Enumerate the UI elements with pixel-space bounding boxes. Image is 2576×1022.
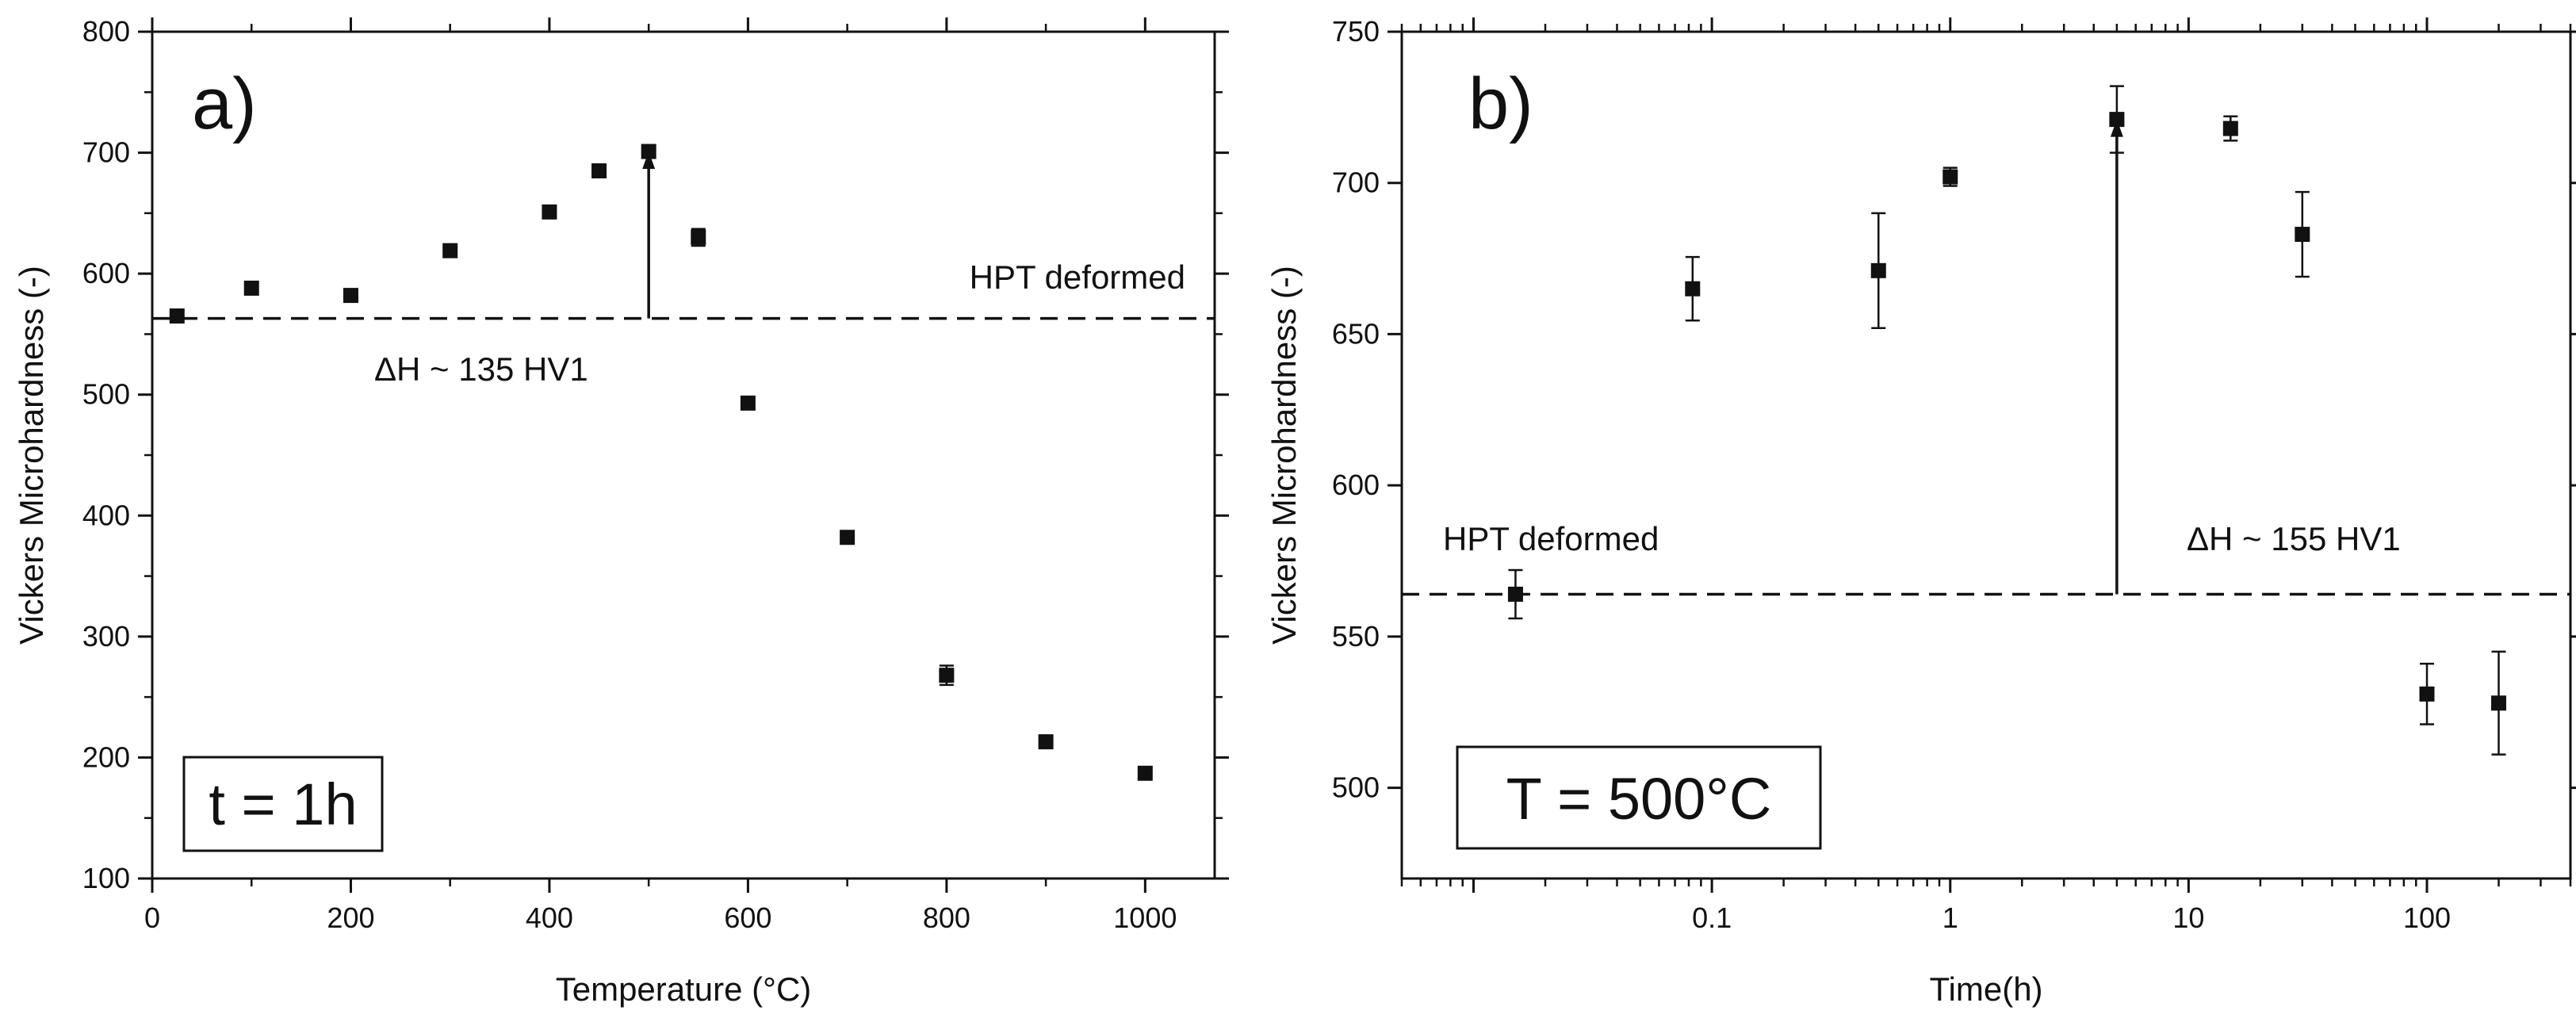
panel-a-y-tick-label: 800 bbox=[82, 15, 130, 48]
panel-a-x-tick-label: 800 bbox=[923, 901, 970, 934]
panel-b-chart: 0.1 1 10 100 500 550 600 650 700 750 b) HPT defor… bbox=[1265, 15, 2576, 1008]
panel-a-condition-label: t = 1h bbox=[209, 771, 357, 837]
panel-a-x-tick-label: 1000 bbox=[1113, 901, 1177, 934]
panel-a-reference-label: HPT deformed bbox=[970, 258, 1185, 296]
panel-b-data-point bbox=[1685, 281, 1701, 297]
panel-a-y-tick-label: 600 bbox=[82, 257, 130, 289]
panel-a-y-tick-label: 400 bbox=[82, 499, 130, 531]
panel-b-y-tick-label: 700 bbox=[1332, 167, 1380, 199]
panel-a-x-tick-label: 200 bbox=[327, 901, 374, 934]
panel-b-delta-label: ΔH ~ 155 HV1 bbox=[2187, 520, 2401, 557]
panel-b-condition-box bbox=[1456, 745, 1822, 850]
panel-a-y-tick-label: 100 bbox=[82, 862, 130, 894]
panel-a-x-tick-label: 600 bbox=[724, 901, 771, 934]
panel-b-data-point bbox=[2295, 227, 2310, 243]
panel-b-reference-label: HPT deformed bbox=[1443, 520, 1659, 557]
panel-a-y-tick-label: 500 bbox=[82, 378, 130, 411]
panel-a-plot-frame bbox=[151, 30, 1216, 880]
panel-b-y-tick-label: 550 bbox=[1332, 620, 1380, 653]
panel-b-x-tick-label: 0.1 bbox=[1692, 901, 1732, 934]
panel-a-data-point bbox=[1038, 734, 1054, 750]
panel-b-y-tick-label: 600 bbox=[1332, 469, 1380, 501]
panel-a-x-axis-title: Temperature (°C) bbox=[556, 970, 812, 1008]
panel-b-data-point bbox=[2419, 686, 2435, 702]
panel-a-data-point bbox=[641, 144, 656, 159]
panel-b-data-point bbox=[2222, 121, 2238, 136]
panel-b-condition-label: T = 500°C bbox=[1506, 766, 1772, 832]
panel-b-y-tick-label: 500 bbox=[1332, 771, 1380, 804]
panel-a-data-point bbox=[1137, 765, 1153, 781]
panel-b-y-tick-label: 750 bbox=[1332, 15, 1380, 48]
panel-a-chart: 0 200 400 600 800 1000 100 200 300 400 500 600 700 80… bbox=[13, 15, 1229, 1008]
panel-a-condition-box bbox=[182, 756, 384, 852]
panel-a-data-point bbox=[343, 288, 358, 304]
panel-b-data-point bbox=[1943, 169, 1958, 185]
panel-a-data-point bbox=[939, 668, 955, 683]
panel-b-y-axis-title: Vickers Microhardness (-) bbox=[1265, 266, 1303, 645]
panel-b-y-tick-label: 650 bbox=[1332, 317, 1380, 350]
panel-a-data-point bbox=[243, 280, 259, 296]
panel-b-x-tick-label: 10 bbox=[2172, 901, 2204, 934]
panel-a-label: a) bbox=[192, 63, 257, 144]
panel-a-data-point bbox=[542, 204, 557, 220]
panel-b-data-point bbox=[2109, 112, 2125, 128]
panel-b-data-point bbox=[2491, 695, 2507, 711]
panel-a-y-tick-label: 300 bbox=[82, 620, 130, 653]
panel-a-y-tick-label: 200 bbox=[82, 741, 130, 773]
panel-a-delta-arrowhead bbox=[642, 151, 656, 170]
panel-a-y-axis-title: Vickers Microhardness (-) bbox=[13, 266, 50, 645]
panel-b-plot-frame bbox=[1400, 30, 2572, 880]
panel-b-x-tick-label: 100 bbox=[2403, 901, 2451, 934]
panel-a-data-point bbox=[169, 308, 185, 324]
panel-b-x-tick-label: 1 bbox=[1943, 901, 1958, 934]
panel-a-data-point bbox=[740, 395, 756, 411]
panel-a-data-point bbox=[442, 243, 458, 258]
panel-a-data-point bbox=[591, 163, 607, 178]
panel-a-delta-label: ΔH ~ 135 HV1 bbox=[374, 350, 588, 388]
panel-a-x-tick-label: 400 bbox=[526, 901, 573, 934]
panel-a-y-tick-label: 700 bbox=[82, 136, 130, 169]
panel-b-data-point bbox=[1870, 262, 1886, 278]
panel-a-x-tick-label: 0 bbox=[144, 901, 160, 934]
panel-b-label: b) bbox=[1468, 63, 1533, 144]
panel-b-data-point bbox=[1507, 586, 1523, 602]
panel-b-x-axis-title: Time(h) bbox=[1929, 970, 2042, 1008]
panel-a-data-point bbox=[691, 229, 706, 245]
panel-a-data-point bbox=[840, 530, 855, 545]
